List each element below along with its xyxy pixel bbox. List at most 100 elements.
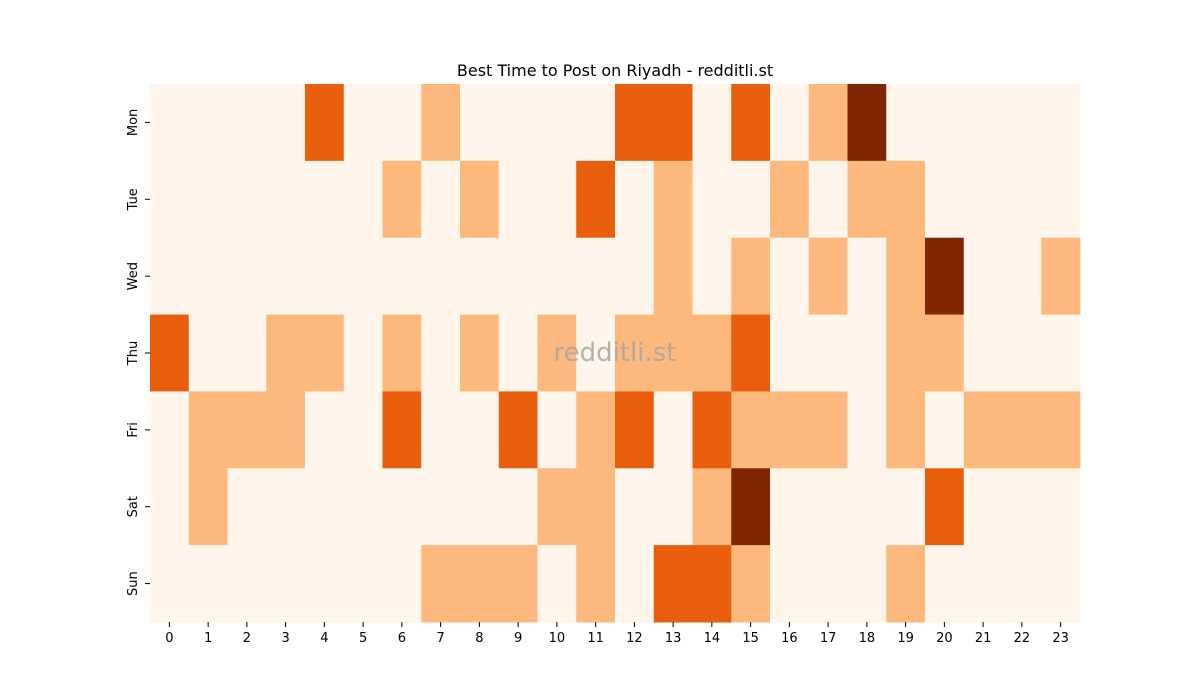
heatmap-cell-fri-11	[576, 391, 616, 469]
heatmap-cell-sat-11	[576, 468, 616, 546]
heatmap-cell-fri-22	[1002, 391, 1042, 469]
heatmap-cell-thu-21	[963, 314, 1003, 392]
heatmap-cell-tue-4	[305, 160, 345, 239]
heatmap-cell-sat-12	[615, 468, 655, 546]
x-axis: 0 1 2 3 4 5 6 7 8 9 10 11 12 13 14 15 16 17 18 19 20 21 22 23	[165, 622, 1069, 646]
heatmap-cell-thu-2	[227, 314, 267, 392]
heatmap-cell-thu-3	[266, 314, 306, 392]
heatmap-cell-mon-6	[382, 84, 422, 162]
x-tick-label: 5	[359, 631, 367, 646]
heatmap-cell-wed-0	[150, 237, 190, 316]
heatmap-cell-wed-5	[343, 237, 383, 316]
heatmap-cell-sun-18	[847, 545, 887, 623]
heatmap-cell-sun-8	[460, 545, 500, 623]
x-tick-label: 13	[665, 631, 682, 646]
heatmap-cell-tue-9	[498, 160, 538, 239]
heatmap-cell-mon-0	[150, 84, 190, 162]
heatmap-cell-thu-13	[653, 314, 693, 392]
heatmap-cell-sun-12	[615, 545, 655, 623]
heatmap-cell-mon-22	[1002, 84, 1042, 162]
heatmap-cell-sat-14	[692, 468, 732, 546]
heatmap-cell-fri-20	[925, 391, 965, 469]
heatmap-cell-thu-14	[692, 314, 732, 392]
x-tick-label: 19	[897, 631, 914, 646]
heatmap-cell-tue-11	[576, 160, 616, 239]
heatmap-cell-tue-7	[421, 160, 461, 239]
heatmap-cell-thu-22	[1002, 314, 1042, 392]
y-tick-label: Tue	[126, 188, 141, 211]
y-tick-label: Mon	[126, 109, 141, 136]
y-tick-label: Wed	[126, 262, 141, 290]
heatmap-cell-thu-16	[770, 314, 810, 392]
heatmap-cell-sat-19	[886, 468, 926, 546]
heatmap-cell-tue-8	[460, 160, 500, 239]
heatmap-cell-thu-9	[498, 314, 538, 392]
heatmap-cell-tue-3	[266, 160, 306, 239]
heatmap-cell-thu-4	[305, 314, 345, 392]
heatmap-cell-sun-15	[731, 545, 771, 623]
heatmap-cell-thu-10	[537, 314, 577, 392]
heatmap-cell-sat-10	[537, 468, 577, 546]
heatmap-cell-sat-1	[188, 468, 228, 546]
heatmap-cell-thu-17	[808, 314, 848, 392]
heatmap-cell-tue-21	[963, 160, 1003, 239]
heatmap-cell-sun-5	[343, 545, 383, 623]
heatmap-cell-fri-4	[305, 391, 345, 469]
heatmap-cell-tue-10	[537, 160, 577, 239]
heatmap-cell-fri-0	[150, 391, 190, 469]
heatmap-cell-thu-8	[460, 314, 500, 392]
heatmap-cell-mon-15	[731, 84, 771, 162]
heatmap-cell-sun-2	[227, 545, 267, 623]
heatmap-cell-fri-7	[421, 391, 461, 469]
heatmap-cell-tue-6	[382, 160, 422, 239]
heatmap-cell-fri-14	[692, 391, 732, 469]
heatmap-cell-sun-3	[266, 545, 306, 623]
heatmap-cell-tue-22	[1002, 160, 1042, 239]
heatmap-cell-mon-16	[770, 84, 810, 162]
heatmap-cell-mon-9	[498, 84, 538, 162]
heatmap-cell-wed-2	[227, 237, 267, 316]
heatmap-cell-sun-19	[886, 545, 926, 623]
heatmap-cell-sun-13	[653, 545, 693, 623]
heatmap-cell-mon-13	[653, 84, 693, 162]
heatmap-cell-sat-0	[150, 468, 190, 546]
heatmap-cell-wed-8	[460, 237, 500, 316]
heatmap-cell-sun-23	[1041, 545, 1081, 623]
heatmap-cell-fri-12	[615, 391, 655, 469]
heatmap-cell-sun-1	[188, 545, 228, 623]
heatmap-cell-sat-9	[498, 468, 538, 546]
x-tick-label: 12	[626, 631, 643, 646]
x-tick-label: 18	[859, 631, 876, 646]
heatmap-cell-wed-13	[653, 237, 693, 316]
heatmap-cell-mon-8	[460, 84, 500, 162]
heatmap-cell-wed-10	[537, 237, 577, 316]
x-tick-label: 1	[204, 631, 212, 646]
heatmap-cell-sun-16	[770, 545, 810, 623]
heatmap-cell-sat-13	[653, 468, 693, 546]
heatmap-cell-thu-12	[615, 314, 655, 392]
heatmap-cell-tue-18	[847, 160, 887, 239]
heatmap-cell-wed-6	[382, 237, 422, 316]
x-tick-label: 20	[936, 631, 953, 646]
heatmap-cell-thu-1	[188, 314, 228, 392]
heatmap-cell-tue-15	[731, 160, 771, 239]
heatmap-cell-tue-17	[808, 160, 848, 239]
heatmap-cell-tue-19	[886, 160, 926, 239]
heatmap-cell-wed-15	[731, 237, 771, 316]
heatmap-cell-fri-1	[188, 391, 228, 469]
heatmap-cell-mon-20	[925, 84, 965, 162]
heatmap-cell-tue-16	[770, 160, 810, 239]
heatmap-cell-fri-19	[886, 391, 926, 469]
heatmap-cell-wed-20	[925, 237, 965, 316]
heatmap-cell-sun-4	[305, 545, 345, 623]
x-tick-label: 3	[281, 631, 289, 646]
heatmap-cell-wed-16	[770, 237, 810, 316]
heatmap-cell-wed-12	[615, 237, 655, 316]
heatmap-cell-thu-19	[886, 314, 926, 392]
heatmap-cell-fri-16	[770, 391, 810, 469]
heatmap-cell-fri-15	[731, 391, 771, 469]
heatmap-cell-mon-12	[615, 84, 655, 162]
heatmap-cell-wed-11	[576, 237, 616, 316]
heatmap-cell-fri-13	[653, 391, 693, 469]
heatmap-cell-fri-17	[808, 391, 848, 469]
